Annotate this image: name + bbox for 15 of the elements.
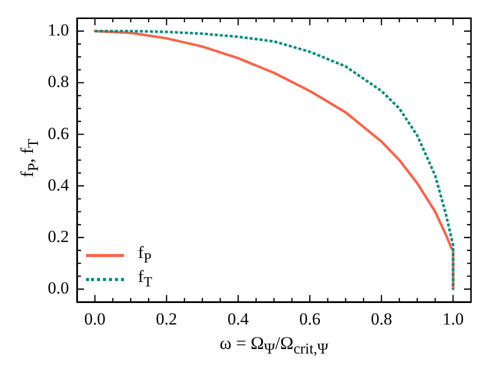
x-tick-label: 0.0 (84, 310, 106, 329)
x-axis-title: ω = Ω$_{Ψ}$/Ω$_{crit,Ψ}$ (218, 333, 330, 359)
y-tick-label: 0.4 (48, 175, 70, 194)
y-tick-label: 0.2 (48, 226, 69, 246)
legend-label: f$_{T}$ (138, 266, 152, 292)
x-tick-label: 0.8 (370, 310, 392, 329)
y-tick-label: 0.8 (48, 72, 69, 92)
y-tick-label: 0.6 (48, 124, 69, 143)
x-tick-label: 1.0 (442, 310, 464, 329)
y-tick-label: 0.0 (48, 278, 69, 298)
x-tick-label: 0.2 (156, 310, 178, 329)
y-tick-label: 1.0 (48, 20, 69, 40)
x-tick-label: 0.6 (299, 310, 320, 329)
legend-label: f$_{P}$ (138, 242, 152, 268)
x-tick-label: 0.4 (228, 310, 250, 329)
